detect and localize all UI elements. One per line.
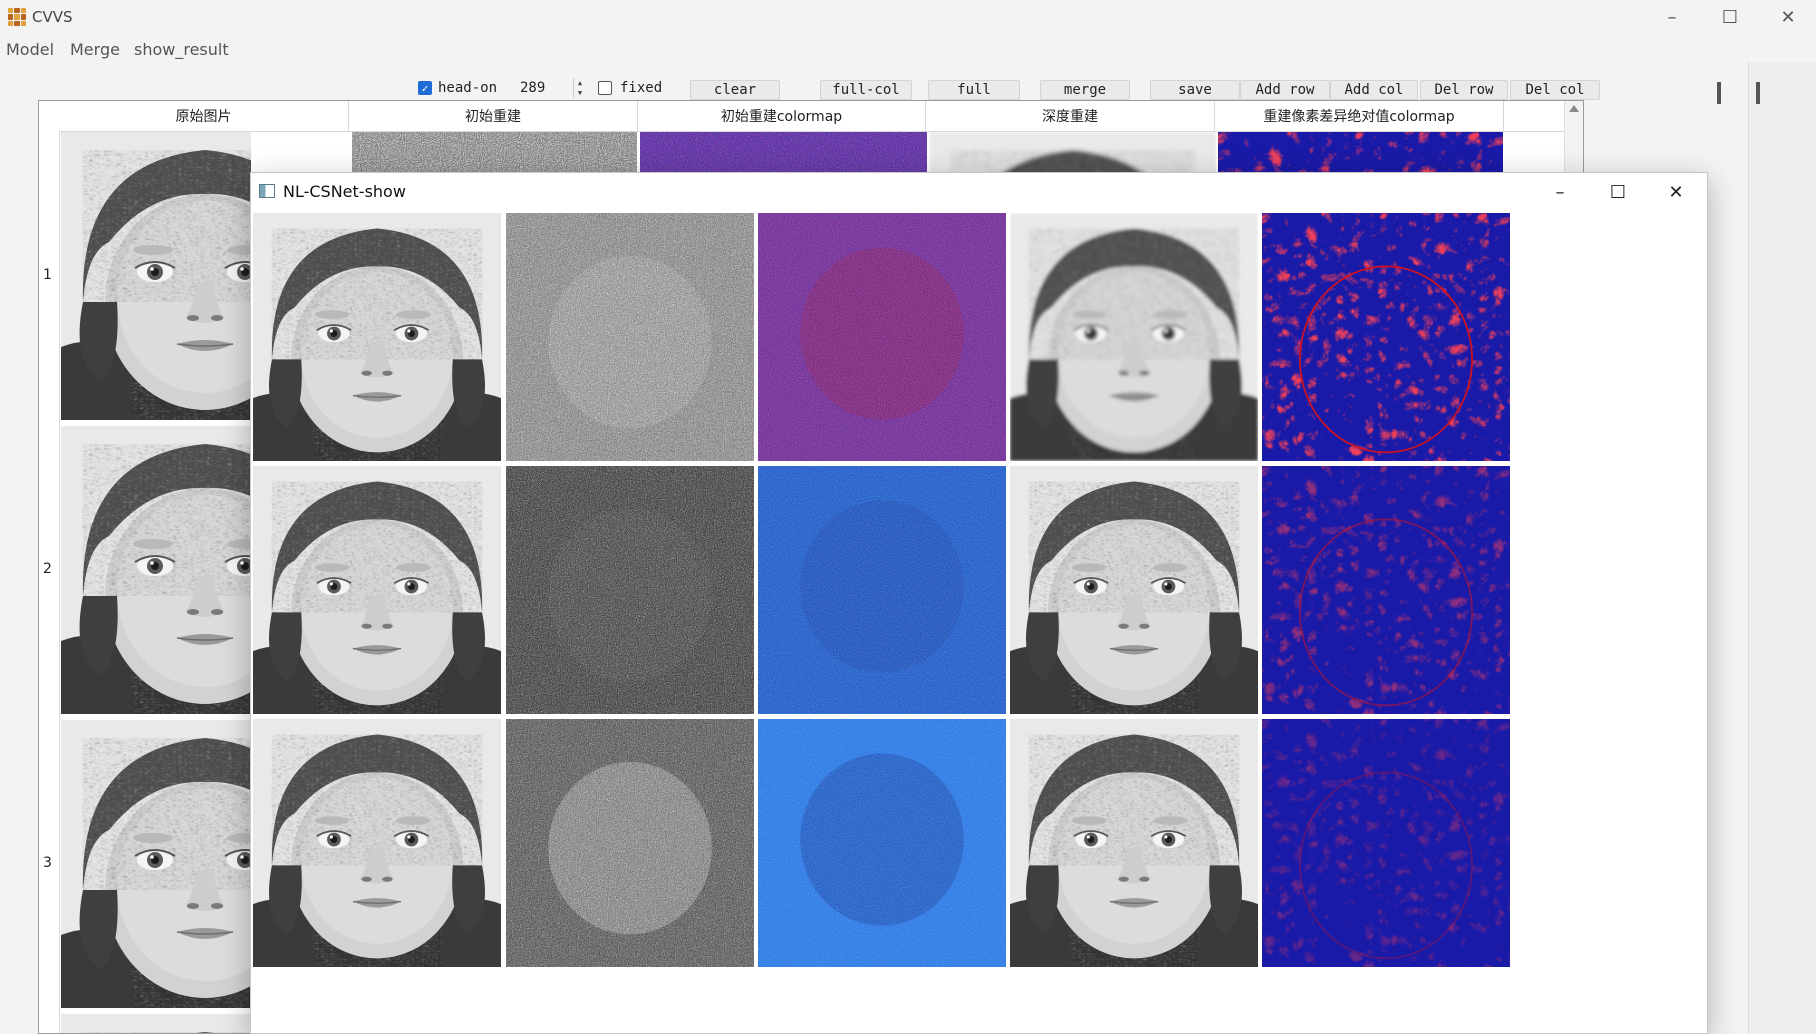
head-on-label: head-on [438, 80, 498, 96]
image-grid [251, 211, 1707, 1033]
save-button[interactable]: save [1150, 80, 1240, 100]
grid-tile-initial-reconstruction [506, 719, 754, 967]
merge-button[interactable]: merge [1040, 80, 1130, 100]
table-cell-deep-recon[interactable] [929, 132, 1216, 172]
grid-tile-difference-colormap [1262, 719, 1510, 967]
maximize-button[interactable]: ☐ [1721, 6, 1739, 28]
spin-arrows-icon[interactable]: ▲ ▼ [573, 78, 586, 98]
grid-tile-initial-reconstruction [506, 466, 754, 714]
window-icon [259, 184, 275, 198]
toolbar: ✓ head-on 289 ▲ ▼ fixed clear full-col fu… [0, 78, 1700, 100]
fixed-label: fixed [620, 80, 663, 96]
row-number[interactable]: 1 [43, 267, 52, 283]
app-grid-icon [8, 8, 26, 26]
col-initial-colormap[interactable]: 初始重建colormap [638, 101, 926, 131]
add-col-button[interactable]: Add col [1330, 80, 1418, 100]
spin-value: 289 [520, 80, 546, 96]
fixed-checkbox[interactable] [598, 81, 612, 95]
table-cell-initial-colormap[interactable] [640, 132, 927, 172]
overlay-title-bar[interactable]: NL-CSNet-show – ☐ ✕ [251, 173, 1707, 211]
grid-tile-difference-colormap [1262, 213, 1510, 461]
right-panel [1748, 62, 1816, 1034]
col-deep-recon[interactable]: 深度重建 [926, 101, 1215, 131]
table-cell-original[interactable] [61, 426, 251, 714]
col-original[interactable]: 原始图片 [59, 101, 349, 131]
row-number[interactable]: 2 [43, 561, 52, 577]
del-col-button[interactable]: Del col [1510, 80, 1600, 100]
grid-tile-original-photo [253, 719, 501, 967]
grid-tile-deep-reconstruction [1010, 213, 1258, 461]
value-spinbox[interactable]: 289 ▲ ▼ [508, 78, 586, 98]
col-diff-colormap[interactable]: 重建像素差异绝对值colormap [1215, 101, 1504, 131]
table-cell-original[interactable] [61, 1014, 251, 1034]
overlay-maximize-button[interactable]: ☐ [1609, 181, 1627, 203]
full-col-button[interactable]: full-col [820, 80, 912, 100]
title-bar: CVVS – ☐ ✕ [0, 0, 1816, 34]
col-initial-recon[interactable]: 初始重建 [349, 101, 638, 131]
row-header: 1 2 3 [39, 101, 60, 1033]
del-row-button[interactable]: Del row [1420, 80, 1508, 100]
grid-tile-original-photo [253, 213, 501, 461]
column-header: 原始图片 初始重建 初始重建colormap 深度重建 重建像素差异绝对值col… [59, 101, 1579, 132]
menu-merge[interactable]: Merge [70, 40, 120, 59]
menu-show-result[interactable]: show_result [134, 40, 229, 59]
row-number[interactable]: 3 [43, 855, 52, 871]
overlay-close-button[interactable]: ✕ [1668, 181, 1684, 203]
table-cell-initial-recon[interactable] [352, 132, 637, 172]
grid-tile-initial-colormap [758, 719, 1006, 967]
nl-csnet-show-window[interactable]: NL-CSNet-show – ☐ ✕ [250, 172, 1708, 1034]
overlay-title: NL-CSNet-show [283, 182, 406, 201]
minimize-button[interactable]: – [1667, 6, 1677, 28]
grid-tile-difference-colormap [1262, 466, 1510, 714]
menu-model[interactable]: Model [6, 40, 55, 59]
grid-tile-deep-reconstruction [1010, 719, 1258, 967]
grid-tile-initial-colormap [758, 213, 1006, 461]
splitter-handle-right[interactable] [1756, 82, 1760, 104]
full-button[interactable]: full [928, 80, 1020, 100]
overlay-minimize-button[interactable]: – [1555, 181, 1565, 203]
head-on-checkbox[interactable]: ✓ [418, 81, 432, 95]
table-cell-original[interactable] [61, 132, 251, 420]
table-cell-original[interactable] [61, 720, 251, 1008]
app-title: CVVS [32, 8, 73, 26]
grid-tile-initial-colormap [758, 466, 1006, 714]
clear-button[interactable]: clear [690, 80, 780, 100]
scroll-up-icon[interactable] [1569, 105, 1579, 112]
grid-tile-deep-reconstruction [1010, 466, 1258, 714]
grid-tile-initial-reconstruction [506, 213, 754, 461]
right-divider [1748, 62, 1749, 1034]
grid-tile-original-photo [253, 466, 501, 714]
add-row-button[interactable]: Add row [1240, 80, 1330, 100]
splitter-handle[interactable] [1717, 82, 1721, 104]
close-button[interactable]: ✕ [1780, 6, 1796, 28]
table-cell-diff-colormap[interactable] [1218, 132, 1503, 172]
